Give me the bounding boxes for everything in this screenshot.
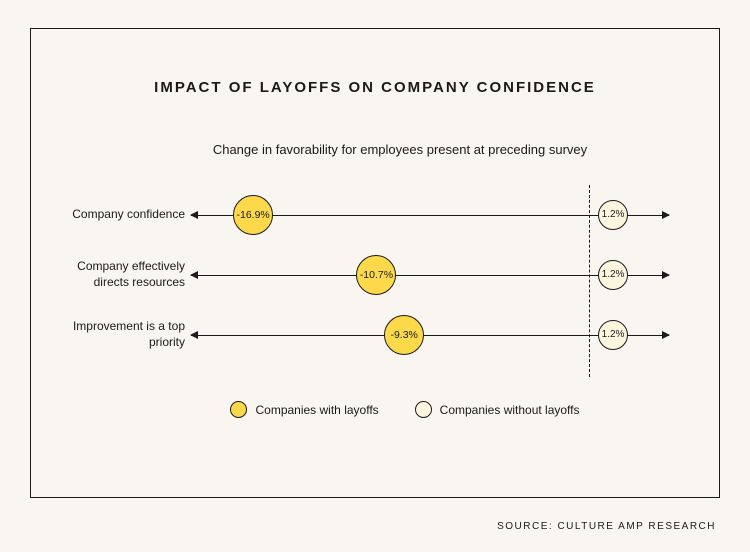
chart-panel: IMPACT OF LAYOFFS ON COMPANY CONFIDENCE … [30, 28, 720, 498]
legend-label: Companies without layoffs [440, 403, 580, 417]
legend-label: Companies with layoffs [255, 403, 378, 417]
arrow-left-icon [190, 211, 198, 219]
chart-row: Company effectively directs resources -1… [71, 245, 669, 305]
layoff-dot: -16.9% [233, 195, 273, 235]
layoff-dot: -9.3% [384, 315, 424, 355]
no-layoff-dot: 1.2% [598, 200, 628, 230]
dot-value: -9.3% [390, 329, 417, 341]
dot-value: -16.9% [236, 209, 269, 221]
row-label: Company confidence [71, 207, 191, 223]
dot-value: 1.2% [602, 329, 625, 340]
chart-row: Improvement is a top priority -9.3% 1.2% [71, 305, 669, 365]
arrow-left-icon [190, 271, 198, 279]
row-axis: -9.3% 1.2% [191, 335, 669, 336]
source-credit: SOURCE: CULTURE AMP RESEARCH [497, 521, 716, 532]
chart-subtitle: Change in favorability for employees pre… [71, 142, 679, 157]
arrow-right-icon [662, 211, 670, 219]
dot-value: 1.2% [602, 209, 625, 220]
row-label: Improvement is a top priority [71, 319, 191, 350]
row-axis: -10.7% 1.2% [191, 275, 669, 276]
legend-dot-layoff [230, 401, 247, 418]
chart-area: Company confidence -16.9% 1.2% Company e… [71, 185, 669, 395]
canvas: IMPACT OF LAYOFFS ON COMPANY CONFIDENCE … [0, 0, 750, 552]
layoff-dot: -10.7% [356, 255, 396, 295]
legend: Companies with layoffs Companies without… [71, 401, 679, 418]
no-layoff-dot: 1.2% [598, 320, 628, 350]
row-axis: -16.9% 1.2% [191, 215, 669, 216]
arrow-left-icon [190, 331, 198, 339]
chart-row: Company confidence -16.9% 1.2% [71, 185, 669, 245]
no-layoff-dot: 1.2% [598, 260, 628, 290]
arrow-right-icon [662, 271, 670, 279]
legend-dot-no-layoff [415, 401, 432, 418]
arrow-right-icon [662, 331, 670, 339]
chart-title: IMPACT OF LAYOFFS ON COMPANY CONFIDENCE [71, 79, 679, 96]
dot-value: 1.2% [602, 269, 625, 280]
legend-item-layoff: Companies with layoffs [230, 401, 378, 418]
row-label: Company effectively directs resources [71, 259, 191, 290]
legend-item-no-layoff: Companies without layoffs [415, 401, 580, 418]
dot-value: -10.7% [360, 269, 393, 281]
